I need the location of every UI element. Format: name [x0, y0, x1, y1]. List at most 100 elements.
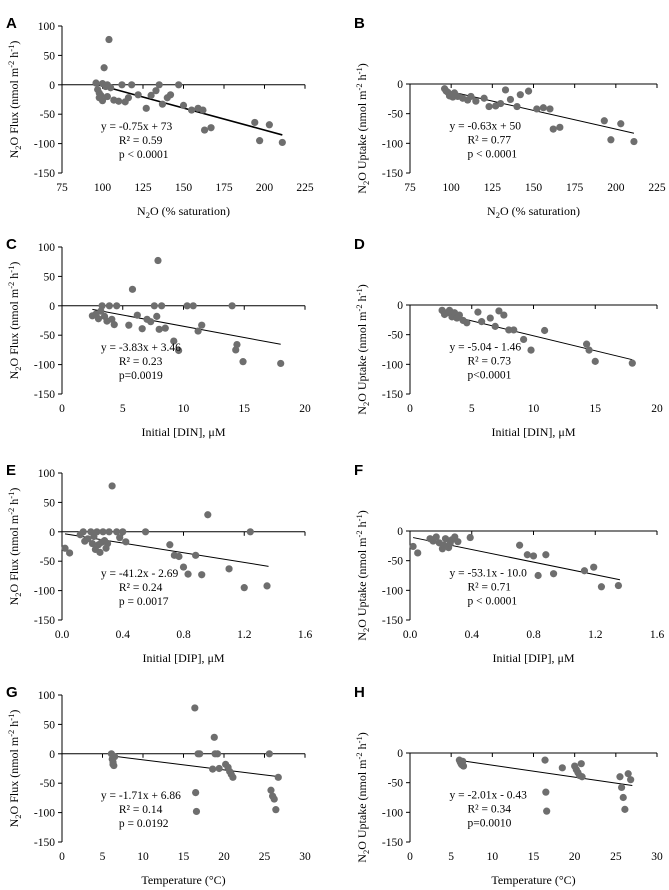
x-tick-label: 30 [651, 851, 663, 863]
data-point [194, 327, 202, 335]
data-point [175, 81, 183, 89]
y-tick-label: -100 [34, 360, 55, 372]
x-tick-label: 5 [120, 403, 126, 415]
panel-e: E -150 -100 -50 0 50 100 0.0 0.4 0.8 1.2 1.6 N2O Flu… [6, 462, 312, 665]
data-point [617, 783, 626, 792]
data-point [147, 318, 155, 326]
data-point [466, 533, 474, 542]
panel-label-f: F [354, 462, 363, 479]
data-point [161, 324, 169, 332]
x-tick-label: 200 [607, 182, 625, 194]
data-point [99, 528, 107, 536]
data-point [93, 528, 101, 536]
x-axis-title-c: Initial [DIN], μM [141, 425, 225, 439]
data-point [113, 528, 121, 536]
data-point [485, 102, 493, 111]
data-point [409, 542, 417, 551]
data-point [200, 126, 209, 134]
data-point [472, 97, 480, 105]
data-point [516, 541, 524, 549]
data-point [191, 704, 199, 712]
x-tick-label: 30 [299, 851, 311, 863]
data-point [496, 99, 505, 108]
p-value: p < 0.0001 [468, 149, 518, 161]
fit-equation: y = -2.01x - 0.43 [450, 790, 528, 802]
data-point [215, 764, 223, 773]
data-point [175, 346, 183, 355]
y-axis-title-c: N2O Flux (nmol m-2 h-1) [6, 262, 23, 380]
r-squared: R² = 0.77 [468, 135, 512, 147]
y-tick-label: -100 [382, 585, 403, 597]
x-tick-label: 1.6 [298, 629, 313, 641]
y-tick-label: -150 [382, 615, 403, 627]
x-tick-label: 20 [651, 403, 663, 415]
panel-g: G -150 -100 -50 0 50 100 0 5 10 15 20 25 30 N2O Flux (… [6, 684, 311, 887]
data-point [179, 101, 188, 109]
x-tick-label: 5 [448, 851, 454, 863]
data-point [597, 583, 606, 591]
data-point [150, 302, 158, 310]
p-value: p = 0.0017 [119, 596, 169, 608]
data-point [88, 539, 96, 548]
x-tick-label: 225 [648, 182, 666, 194]
y-axis-title-a: N2O Flux (nmol m-2 h-1) [6, 41, 23, 159]
x-axis-title-a: N2O (% saturation) [137, 204, 230, 220]
data-point [529, 552, 538, 560]
data-point [138, 325, 146, 333]
y-tick-label: -150 [382, 389, 403, 401]
data-point [541, 756, 549, 764]
data-point [233, 341, 241, 349]
data-point [116, 534, 124, 542]
data-point [628, 359, 636, 367]
data-point [84, 535, 92, 543]
x-tick-label: 15 [590, 403, 602, 415]
panel-c: C -150 -100 -50 0 50 100 0 5 10 15 20 N2O Flux (nmol… [6, 236, 311, 439]
y-tick-label: 100 [38, 21, 56, 33]
y-tick-label: 0 [49, 749, 55, 761]
data-point [98, 302, 106, 310]
data-point [225, 565, 233, 573]
data-point [115, 97, 123, 105]
data-point [188, 106, 196, 114]
x-tick-label: 1.2 [588, 629, 603, 641]
panel-a: A -150 -100 -50 0 50 100 75 100 125 150 175 200 225 N2… [6, 15, 314, 220]
x-tick-label: 125 [134, 182, 152, 194]
data-point [500, 311, 508, 319]
y-tick-label: 0 [397, 79, 403, 91]
x-axis-title-e: Initial [DIP], μM [142, 651, 224, 665]
data-point [539, 104, 547, 112]
y-tick-label: 0 [49, 80, 55, 92]
fit-equation: y = -0.63x + 50 [450, 121, 522, 133]
panel-b: B -150 -100 -50 0 75 100 125 150 175 200 225 N2O Upt… [354, 15, 666, 220]
panel-label-g: G [6, 684, 18, 701]
data-point [107, 84, 115, 92]
y-tick-label: 100 [38, 468, 56, 480]
y-tick-label: -150 [34, 168, 55, 180]
data-point [179, 563, 188, 571]
x-axis-title-d: Initial [DIN], μM [491, 425, 575, 439]
data-point [110, 761, 118, 770]
data-point [463, 319, 471, 327]
y-tick-label: -50 [388, 556, 404, 568]
p-value: p=0.0019 [119, 370, 163, 382]
x-axis-title-h: Temperature (°C) [491, 873, 575, 887]
data-point [207, 124, 215, 132]
data-point [154, 256, 162, 265]
x-tick-label: 0 [59, 851, 65, 863]
fit-equation: y = -53.1x - 10.0 [450, 568, 528, 580]
data-point [265, 750, 273, 758]
x-tick-label: 10 [178, 403, 190, 415]
x-tick-label: 20 [299, 403, 311, 415]
r-squared: R² = 0.71 [468, 582, 512, 594]
x-tick-label: 100 [94, 182, 112, 194]
y-tick-label: -150 [34, 837, 55, 849]
data-point [542, 788, 550, 796]
data-point [108, 482, 116, 490]
data-point [142, 104, 150, 112]
data-point [524, 87, 533, 95]
x-tick-label: 15 [239, 403, 251, 415]
data-point [621, 805, 629, 813]
x-tick-label: 150 [175, 182, 193, 194]
data-point [111, 753, 119, 761]
data-point [495, 307, 503, 315]
